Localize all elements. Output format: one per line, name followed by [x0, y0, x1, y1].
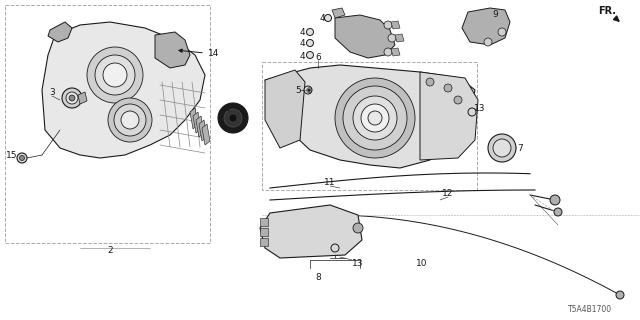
Text: 10: 10	[416, 259, 428, 268]
Circle shape	[224, 109, 242, 127]
Circle shape	[454, 96, 462, 104]
Circle shape	[343, 86, 407, 150]
Circle shape	[550, 195, 560, 205]
Circle shape	[484, 38, 492, 46]
Polygon shape	[420, 72, 478, 160]
Text: 9: 9	[492, 10, 498, 19]
Polygon shape	[260, 218, 268, 226]
Circle shape	[307, 39, 314, 46]
Polygon shape	[265, 65, 475, 168]
Circle shape	[361, 104, 389, 132]
Polygon shape	[190, 108, 198, 129]
Bar	[5, 5, 210, 243]
Circle shape	[493, 139, 511, 157]
Polygon shape	[196, 116, 204, 137]
Circle shape	[95, 55, 135, 95]
Text: FR.: FR.	[598, 6, 619, 21]
Circle shape	[218, 103, 248, 133]
Text: 15: 15	[6, 150, 18, 159]
Circle shape	[114, 104, 146, 136]
Circle shape	[468, 108, 476, 116]
Circle shape	[121, 111, 139, 129]
Text: 1: 1	[225, 103, 231, 113]
Circle shape	[444, 84, 452, 92]
Circle shape	[17, 153, 27, 163]
Circle shape	[19, 156, 24, 161]
Circle shape	[498, 28, 506, 36]
Text: —◉: —◉	[300, 87, 312, 93]
Circle shape	[368, 111, 382, 125]
Text: T5A4B1700: T5A4B1700	[568, 306, 612, 315]
Text: 5: 5	[295, 85, 301, 94]
Polygon shape	[265, 70, 305, 148]
Circle shape	[304, 86, 312, 94]
Circle shape	[388, 34, 396, 42]
Text: 4: 4	[299, 38, 305, 47]
Circle shape	[426, 78, 434, 86]
Circle shape	[353, 96, 397, 140]
Polygon shape	[335, 15, 395, 58]
Polygon shape	[391, 48, 400, 56]
Text: 13: 13	[352, 259, 364, 268]
Circle shape	[307, 28, 314, 36]
Circle shape	[69, 95, 75, 101]
Bar	[262, 62, 477, 190]
Text: 3: 3	[49, 87, 55, 97]
Circle shape	[324, 14, 332, 21]
Circle shape	[307, 52, 314, 59]
Circle shape	[87, 47, 143, 103]
Polygon shape	[332, 8, 345, 18]
Circle shape	[384, 48, 392, 56]
Polygon shape	[462, 8, 510, 45]
Polygon shape	[260, 228, 268, 236]
Polygon shape	[155, 32, 190, 68]
Text: 4: 4	[299, 52, 305, 60]
Polygon shape	[42, 22, 205, 158]
Circle shape	[62, 88, 82, 108]
Circle shape	[488, 134, 516, 162]
Polygon shape	[202, 124, 210, 145]
Polygon shape	[48, 22, 72, 42]
Text: 13: 13	[474, 103, 486, 113]
Polygon shape	[395, 34, 404, 42]
Circle shape	[229, 114, 237, 122]
Polygon shape	[260, 238, 268, 246]
Text: 2: 2	[107, 245, 113, 254]
Circle shape	[353, 223, 363, 233]
Circle shape	[384, 21, 392, 29]
Polygon shape	[78, 92, 87, 104]
Text: 14: 14	[208, 49, 220, 58]
Circle shape	[335, 78, 415, 158]
Text: 4: 4	[299, 28, 305, 36]
Text: 4: 4	[319, 13, 325, 22]
Polygon shape	[193, 112, 201, 133]
Text: 11: 11	[324, 178, 336, 187]
Circle shape	[616, 291, 624, 299]
Text: 8: 8	[315, 274, 321, 283]
Polygon shape	[391, 21, 400, 29]
Text: 6: 6	[315, 52, 321, 61]
Text: 7: 7	[517, 143, 523, 153]
Text: 12: 12	[442, 188, 454, 197]
Circle shape	[331, 244, 339, 252]
Polygon shape	[260, 205, 362, 258]
Polygon shape	[199, 120, 207, 141]
Circle shape	[554, 208, 562, 216]
Circle shape	[103, 63, 127, 87]
Circle shape	[66, 92, 78, 104]
Circle shape	[108, 98, 152, 142]
